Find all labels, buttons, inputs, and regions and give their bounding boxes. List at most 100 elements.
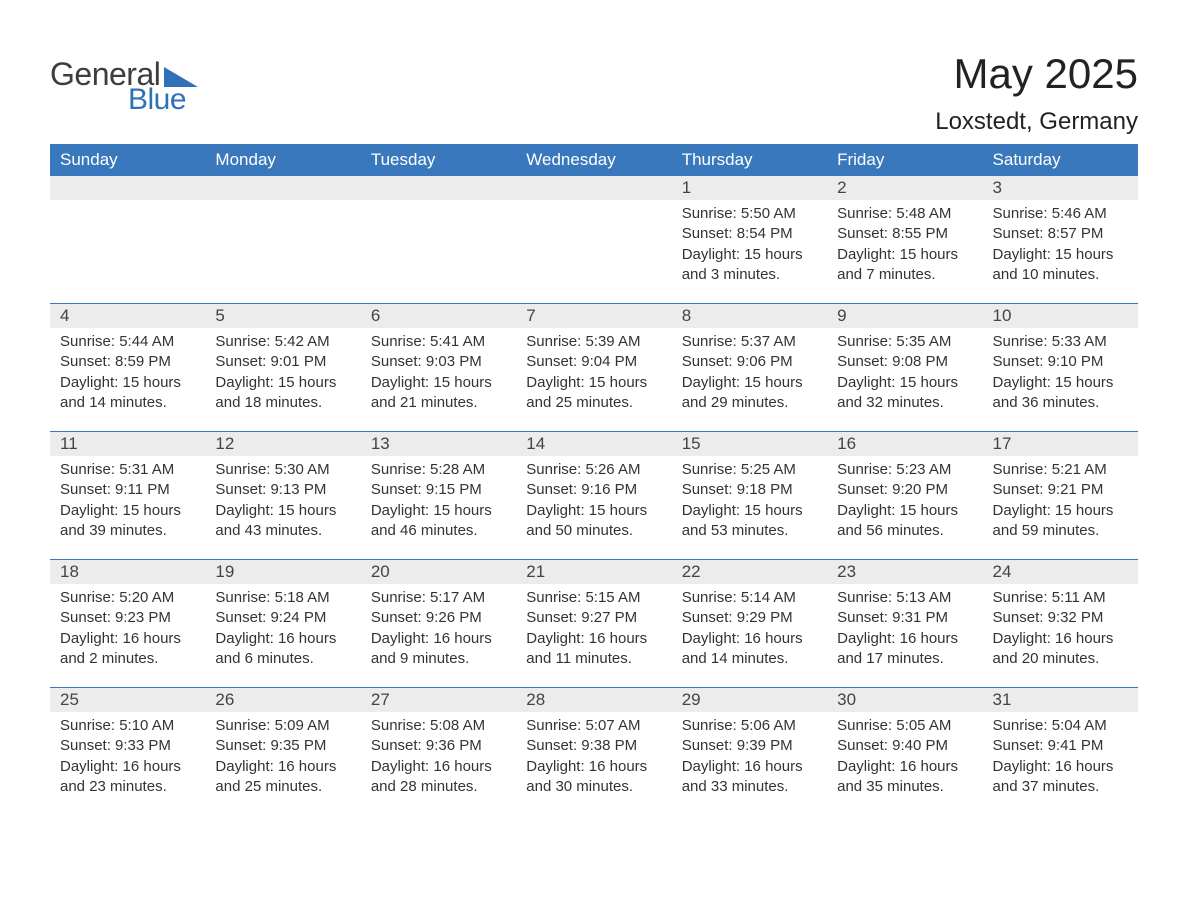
day-number — [516, 176, 671, 200]
sunset-line: Sunset: 9:15 PM — [371, 480, 506, 500]
sunset-line: Sunset: 9:32 PM — [993, 608, 1128, 628]
day-detail: Sunrise: 5:37 AMSunset: 9:06 PMDaylight:… — [672, 328, 827, 431]
sunrise-line: Sunrise: 5:04 AM — [993, 716, 1128, 736]
calendar-table: SundayMondayTuesdayWednesdayThursdayFrid… — [50, 144, 1138, 815]
header: General Blue May 2025 Loxstedt, Germany — [50, 50, 1138, 136]
calendar-cell: 20Sunrise: 5:17 AMSunset: 9:26 PMDayligh… — [361, 560, 516, 688]
day-number: 25 — [50, 688, 205, 712]
weekday-header-row: SundayMondayTuesdayWednesdayThursdayFrid… — [50, 144, 1138, 176]
calendar-cell — [516, 176, 671, 304]
sunrise-line: Sunrise: 5:21 AM — [993, 460, 1128, 480]
calendar-cell — [50, 176, 205, 304]
sunrise-line: Sunrise: 5:46 AM — [993, 204, 1128, 224]
day-number: 12 — [205, 432, 360, 456]
daylight-line: Daylight: 15 hours and 29 minutes. — [682, 373, 817, 414]
sunset-line: Sunset: 9:38 PM — [526, 736, 661, 756]
calendar-week: 25Sunrise: 5:10 AMSunset: 9:33 PMDayligh… — [50, 688, 1138, 816]
sunset-line: Sunset: 9:04 PM — [526, 352, 661, 372]
calendar-cell: 14Sunrise: 5:26 AMSunset: 9:16 PMDayligh… — [516, 432, 671, 560]
daylight-line: Daylight: 16 hours and 33 minutes. — [682, 757, 817, 798]
day-number: 19 — [205, 560, 360, 584]
day-detail: Sunrise: 5:30 AMSunset: 9:13 PMDaylight:… — [205, 456, 360, 559]
daylight-line: Daylight: 16 hours and 23 minutes. — [60, 757, 195, 798]
day-number: 15 — [672, 432, 827, 456]
sunset-line: Sunset: 8:55 PM — [837, 224, 972, 244]
daylight-line: Daylight: 15 hours and 14 minutes. — [60, 373, 195, 414]
daylight-line: Daylight: 15 hours and 46 minutes. — [371, 501, 506, 542]
sunrise-line: Sunrise: 5:50 AM — [682, 204, 817, 224]
brand-logo: General Blue — [50, 56, 198, 117]
day-detail — [361, 200, 516, 290]
sunrise-line: Sunrise: 5:31 AM — [60, 460, 195, 480]
day-detail: Sunrise: 5:31 AMSunset: 9:11 PMDaylight:… — [50, 456, 205, 559]
calendar-cell: 22Sunrise: 5:14 AMSunset: 9:29 PMDayligh… — [672, 560, 827, 688]
calendar-cell: 25Sunrise: 5:10 AMSunset: 9:33 PMDayligh… — [50, 688, 205, 816]
sunset-line: Sunset: 9:40 PM — [837, 736, 972, 756]
sunrise-line: Sunrise: 5:28 AM — [371, 460, 506, 480]
day-detail: Sunrise: 5:26 AMSunset: 9:16 PMDaylight:… — [516, 456, 671, 559]
day-number: 9 — [827, 304, 982, 328]
sunrise-line: Sunrise: 5:11 AM — [993, 588, 1128, 608]
sunrise-line: Sunrise: 5:23 AM — [837, 460, 972, 480]
day-detail — [50, 200, 205, 290]
day-number — [50, 176, 205, 200]
sunrise-line: Sunrise: 5:14 AM — [682, 588, 817, 608]
daylight-line: Daylight: 16 hours and 20 minutes. — [993, 629, 1128, 670]
daylight-line: Daylight: 16 hours and 37 minutes. — [993, 757, 1128, 798]
daylight-line: Daylight: 15 hours and 56 minutes. — [837, 501, 972, 542]
calendar-cell — [205, 176, 360, 304]
daylight-line: Daylight: 15 hours and 32 minutes. — [837, 373, 972, 414]
sunrise-line: Sunrise: 5:05 AM — [837, 716, 972, 736]
day-detail: Sunrise: 5:11 AMSunset: 9:32 PMDaylight:… — [983, 584, 1138, 687]
daylight-line: Daylight: 16 hours and 6 minutes. — [215, 629, 350, 670]
sunset-line: Sunset: 8:54 PM — [682, 224, 817, 244]
day-detail: Sunrise: 5:39 AMSunset: 9:04 PMDaylight:… — [516, 328, 671, 431]
sunset-line: Sunset: 9:10 PM — [993, 352, 1128, 372]
sunrise-line: Sunrise: 5:30 AM — [215, 460, 350, 480]
daylight-line: Daylight: 15 hours and 53 minutes. — [682, 501, 817, 542]
calendar-cell: 10Sunrise: 5:33 AMSunset: 9:10 PMDayligh… — [983, 304, 1138, 432]
weekday-header: Sunday — [50, 144, 205, 176]
daylight-line: Daylight: 16 hours and 11 minutes. — [526, 629, 661, 670]
day-number — [361, 176, 516, 200]
calendar-cell: 26Sunrise: 5:09 AMSunset: 9:35 PMDayligh… — [205, 688, 360, 816]
sunrise-line: Sunrise: 5:35 AM — [837, 332, 972, 352]
day-detail: Sunrise: 5:28 AMSunset: 9:15 PMDaylight:… — [361, 456, 516, 559]
sunset-line: Sunset: 9:26 PM — [371, 608, 506, 628]
day-detail: Sunrise: 5:10 AMSunset: 9:33 PMDaylight:… — [50, 712, 205, 815]
sunset-line: Sunset: 9:03 PM — [371, 352, 506, 372]
sunset-line: Sunset: 9:06 PM — [682, 352, 817, 372]
sunrise-line: Sunrise: 5:07 AM — [526, 716, 661, 736]
title-block: May 2025 Loxstedt, Germany — [935, 50, 1138, 136]
calendar-cell: 12Sunrise: 5:30 AMSunset: 9:13 PMDayligh… — [205, 432, 360, 560]
daylight-line: Daylight: 15 hours and 39 minutes. — [60, 501, 195, 542]
sunset-line: Sunset: 9:11 PM — [60, 480, 195, 500]
sunset-line: Sunset: 9:20 PM — [837, 480, 972, 500]
day-detail: Sunrise: 5:50 AMSunset: 8:54 PMDaylight:… — [672, 200, 827, 303]
calendar-cell: 9Sunrise: 5:35 AMSunset: 9:08 PMDaylight… — [827, 304, 982, 432]
day-detail: Sunrise: 5:25 AMSunset: 9:18 PMDaylight:… — [672, 456, 827, 559]
sunset-line: Sunset: 9:27 PM — [526, 608, 661, 628]
calendar-cell: 11Sunrise: 5:31 AMSunset: 9:11 PMDayligh… — [50, 432, 205, 560]
day-number: 24 — [983, 560, 1138, 584]
daylight-line: Daylight: 15 hours and 43 minutes. — [215, 501, 350, 542]
calendar-week: 4Sunrise: 5:44 AMSunset: 8:59 PMDaylight… — [50, 304, 1138, 432]
calendar-cell: 8Sunrise: 5:37 AMSunset: 9:06 PMDaylight… — [672, 304, 827, 432]
calendar-week: 18Sunrise: 5:20 AMSunset: 9:23 PMDayligh… — [50, 560, 1138, 688]
calendar-cell: 23Sunrise: 5:13 AMSunset: 9:31 PMDayligh… — [827, 560, 982, 688]
calendar-cell: 4Sunrise: 5:44 AMSunset: 8:59 PMDaylight… — [50, 304, 205, 432]
day-number: 22 — [672, 560, 827, 584]
calendar-cell: 30Sunrise: 5:05 AMSunset: 9:40 PMDayligh… — [827, 688, 982, 816]
sunset-line: Sunset: 9:16 PM — [526, 480, 661, 500]
sunrise-line: Sunrise: 5:10 AM — [60, 716, 195, 736]
calendar-cell: 21Sunrise: 5:15 AMSunset: 9:27 PMDayligh… — [516, 560, 671, 688]
day-detail: Sunrise: 5:23 AMSunset: 9:20 PMDaylight:… — [827, 456, 982, 559]
sunset-line: Sunset: 9:13 PM — [215, 480, 350, 500]
calendar-cell: 17Sunrise: 5:21 AMSunset: 9:21 PMDayligh… — [983, 432, 1138, 560]
calendar-cell: 16Sunrise: 5:23 AMSunset: 9:20 PMDayligh… — [827, 432, 982, 560]
daylight-line: Daylight: 16 hours and 17 minutes. — [837, 629, 972, 670]
daylight-line: Daylight: 15 hours and 59 minutes. — [993, 501, 1128, 542]
daylight-line: Daylight: 15 hours and 18 minutes. — [215, 373, 350, 414]
day-detail: Sunrise: 5:35 AMSunset: 9:08 PMDaylight:… — [827, 328, 982, 431]
sunrise-line: Sunrise: 5:15 AM — [526, 588, 661, 608]
